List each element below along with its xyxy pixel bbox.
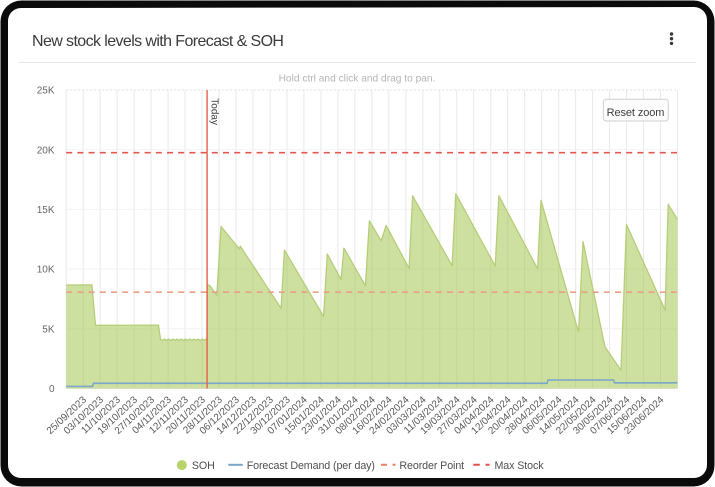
- svg-text:Today: Today: [208, 98, 219, 125]
- svg-text:Reset zoom: Reset zoom: [607, 107, 665, 119]
- svg-text:Max Stock: Max Stock: [495, 460, 545, 472]
- svg-text:Reorder Point: Reorder Point: [399, 460, 464, 472]
- svg-text:0: 0: [49, 384, 55, 395]
- svg-text:15K: 15K: [37, 205, 55, 216]
- svg-text:SOH: SOH: [192, 460, 215, 472]
- svg-text:20K: 20K: [37, 145, 55, 156]
- svg-text:Forecast Demand (per day): Forecast Demand (per day): [247, 460, 375, 472]
- svg-text:New stock levels with Forecast: New stock levels with Forecast & SOH: [32, 33, 283, 50]
- svg-text:5K: 5K: [42, 324, 55, 335]
- svg-text:10K: 10K: [37, 265, 55, 276]
- svg-text:25K: 25K: [37, 86, 55, 97]
- svg-text:Hold ctrl and click and drag t: Hold ctrl and click and drag to pan.: [279, 74, 436, 85]
